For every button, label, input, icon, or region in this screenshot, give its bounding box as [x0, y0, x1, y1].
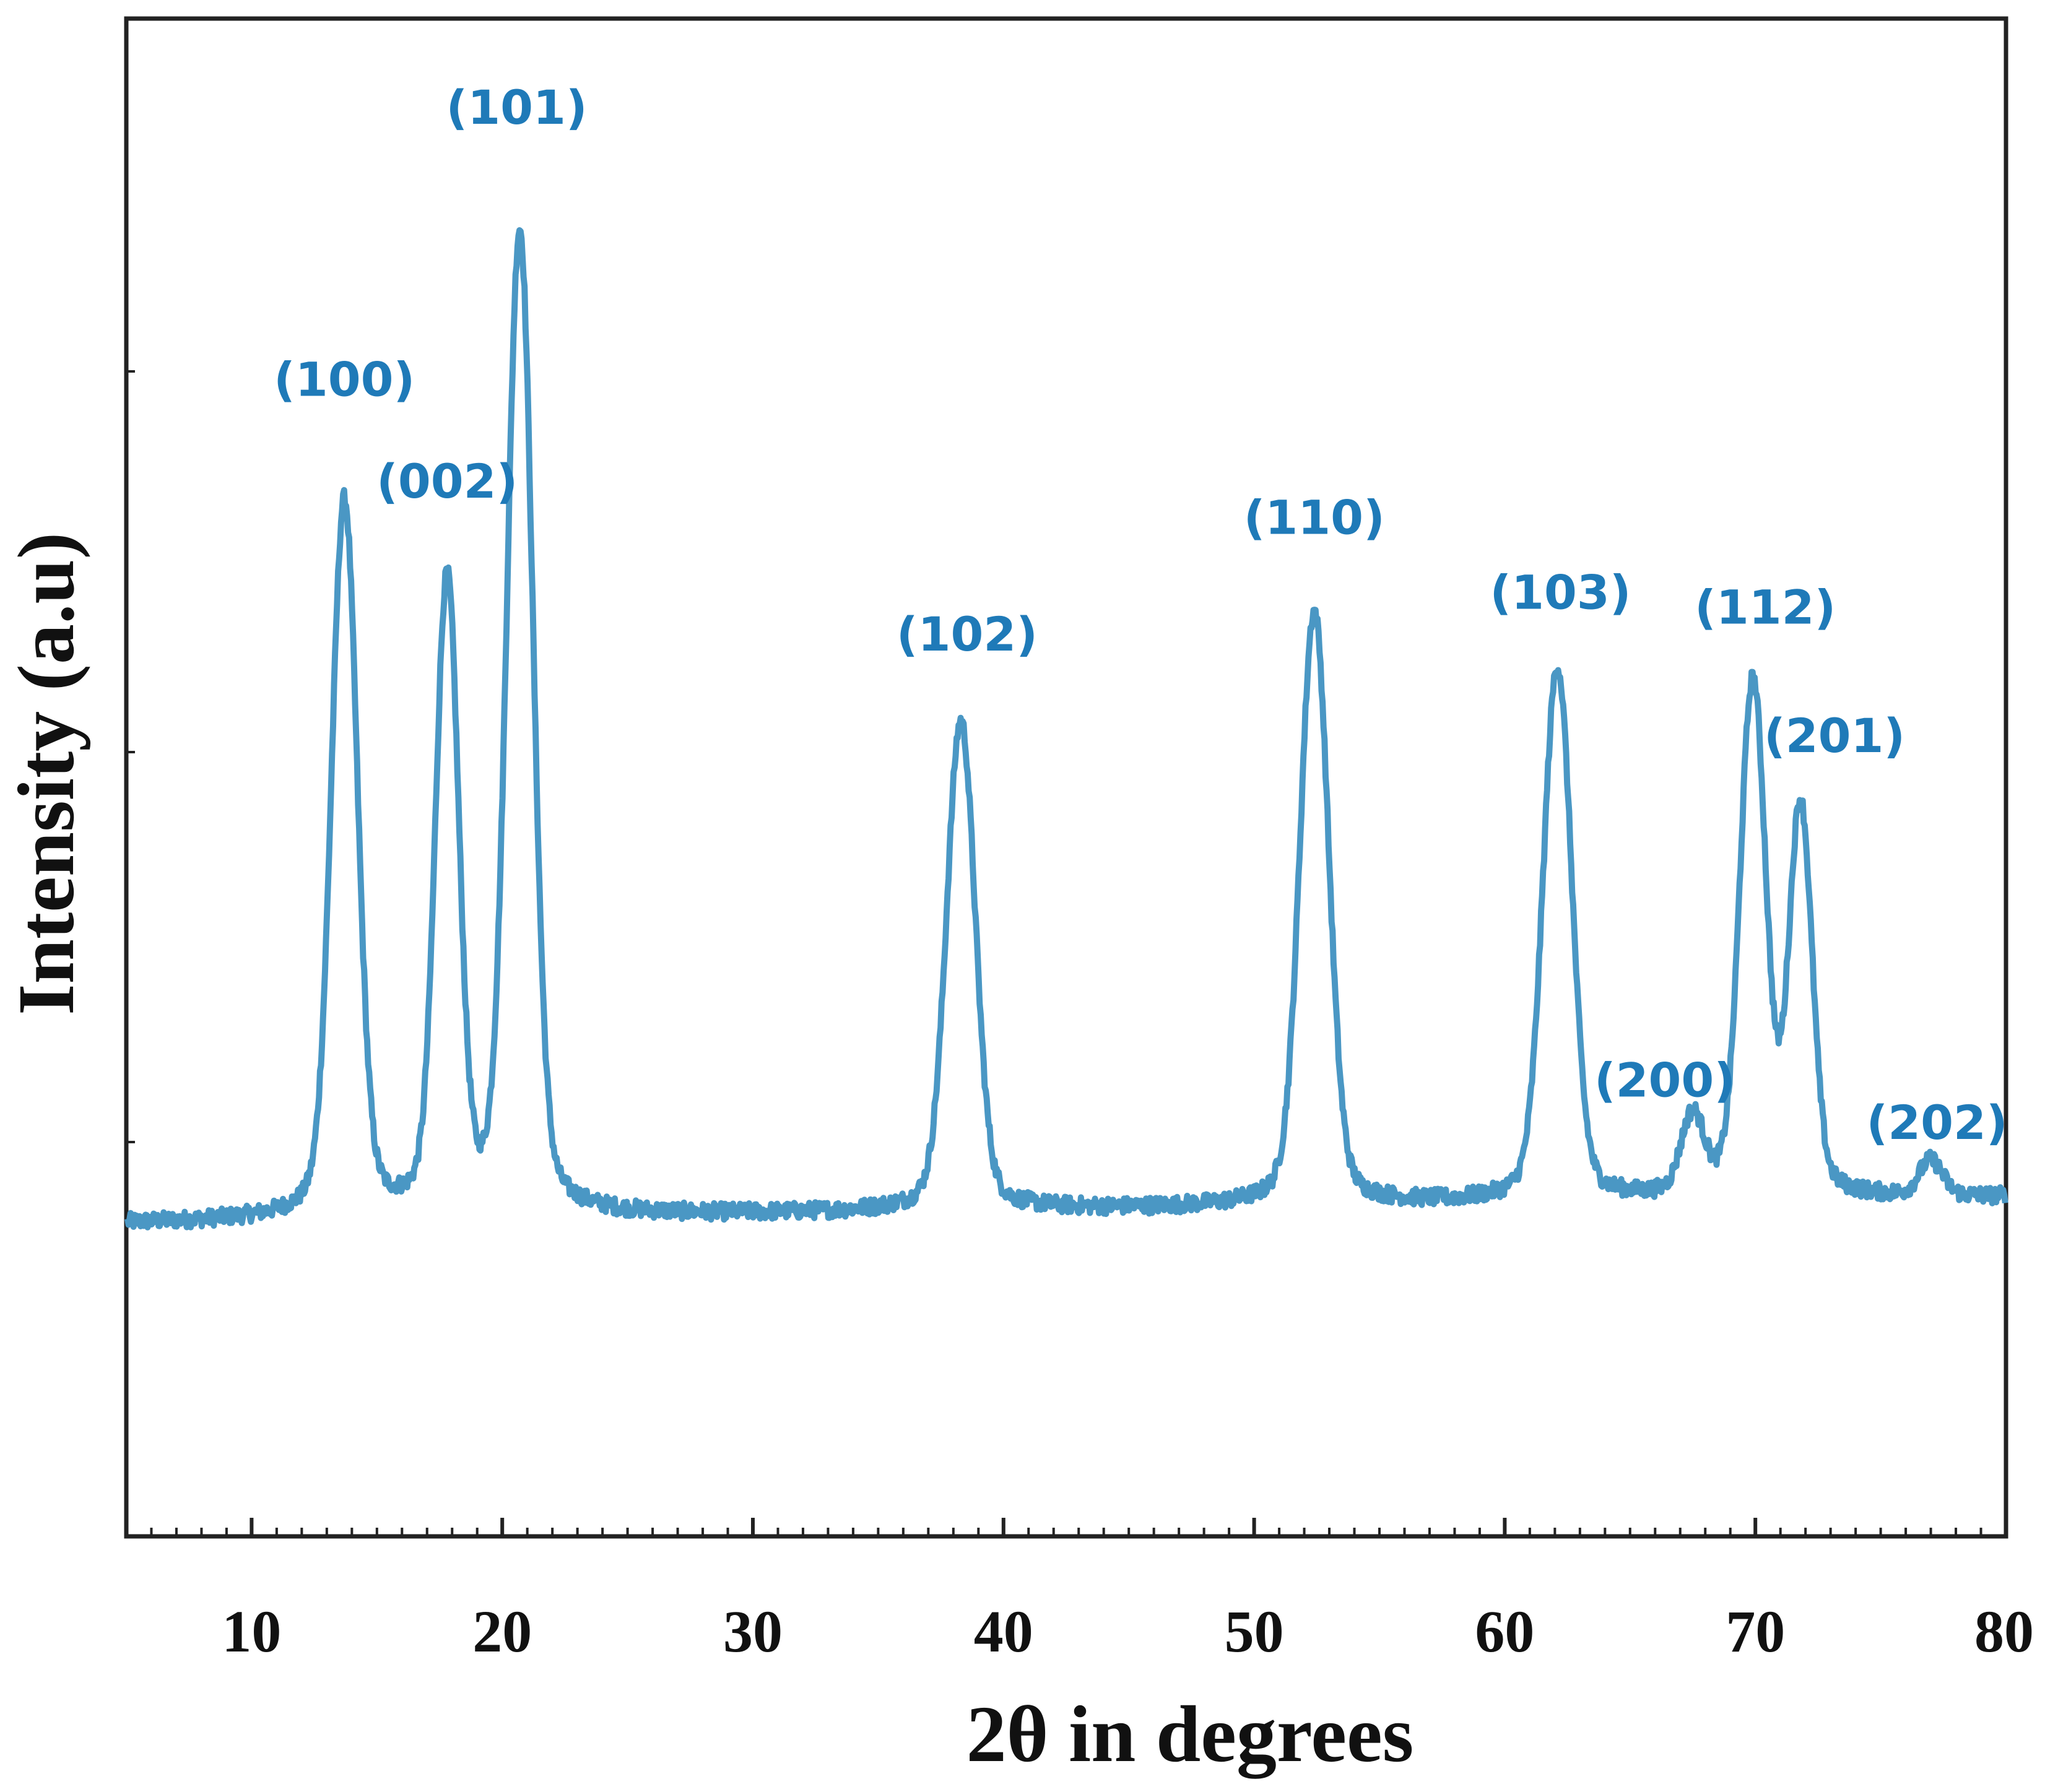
plot-frame	[124, 16, 2008, 1539]
peak-labels: (100) (002) (101) (102) (110) (103) (200) (112)…	[274, 80, 2008, 1150]
peak-label: (110)	[1244, 490, 1385, 545]
x-tick-label: 80	[1974, 1598, 2034, 1664]
peak-label: (201)	[1764, 708, 1905, 763]
x-tick-label: 50	[1225, 1598, 1284, 1664]
x-tick-label: 30	[723, 1598, 783, 1664]
peak-label: (101)	[446, 80, 587, 135]
xrd-pattern-line	[124, 227, 2008, 1231]
peak-label: (002)	[376, 454, 518, 509]
x-axis-title: 2θ in degrees	[966, 1690, 1414, 1779]
x-minor-ticks	[150, 1528, 1982, 1536]
peak-label: (103)	[1490, 565, 1631, 620]
y-axis-title: Intensity (a.u)	[2, 532, 91, 1015]
peak-label: (102)	[897, 607, 1038, 662]
peak-label: (112)	[1695, 579, 1836, 634]
x-tick-labels: 10 20 30 40 50 60 70 80	[222, 1598, 2034, 1664]
peak-label: (100)	[274, 352, 415, 407]
peak-label: (202)	[1866, 1095, 2007, 1150]
x-tick-label: 40	[974, 1598, 1033, 1664]
x-tick-label: 70	[1726, 1598, 1785, 1664]
x-tick-label: 10	[222, 1598, 281, 1664]
y-ticks	[126, 370, 135, 1143]
x-tick-label: 60	[1475, 1598, 1534, 1664]
x-major-ticks	[250, 1518, 2008, 1536]
peak-label: (200)	[1594, 1053, 1735, 1108]
x-tick-label: 20	[472, 1598, 532, 1664]
